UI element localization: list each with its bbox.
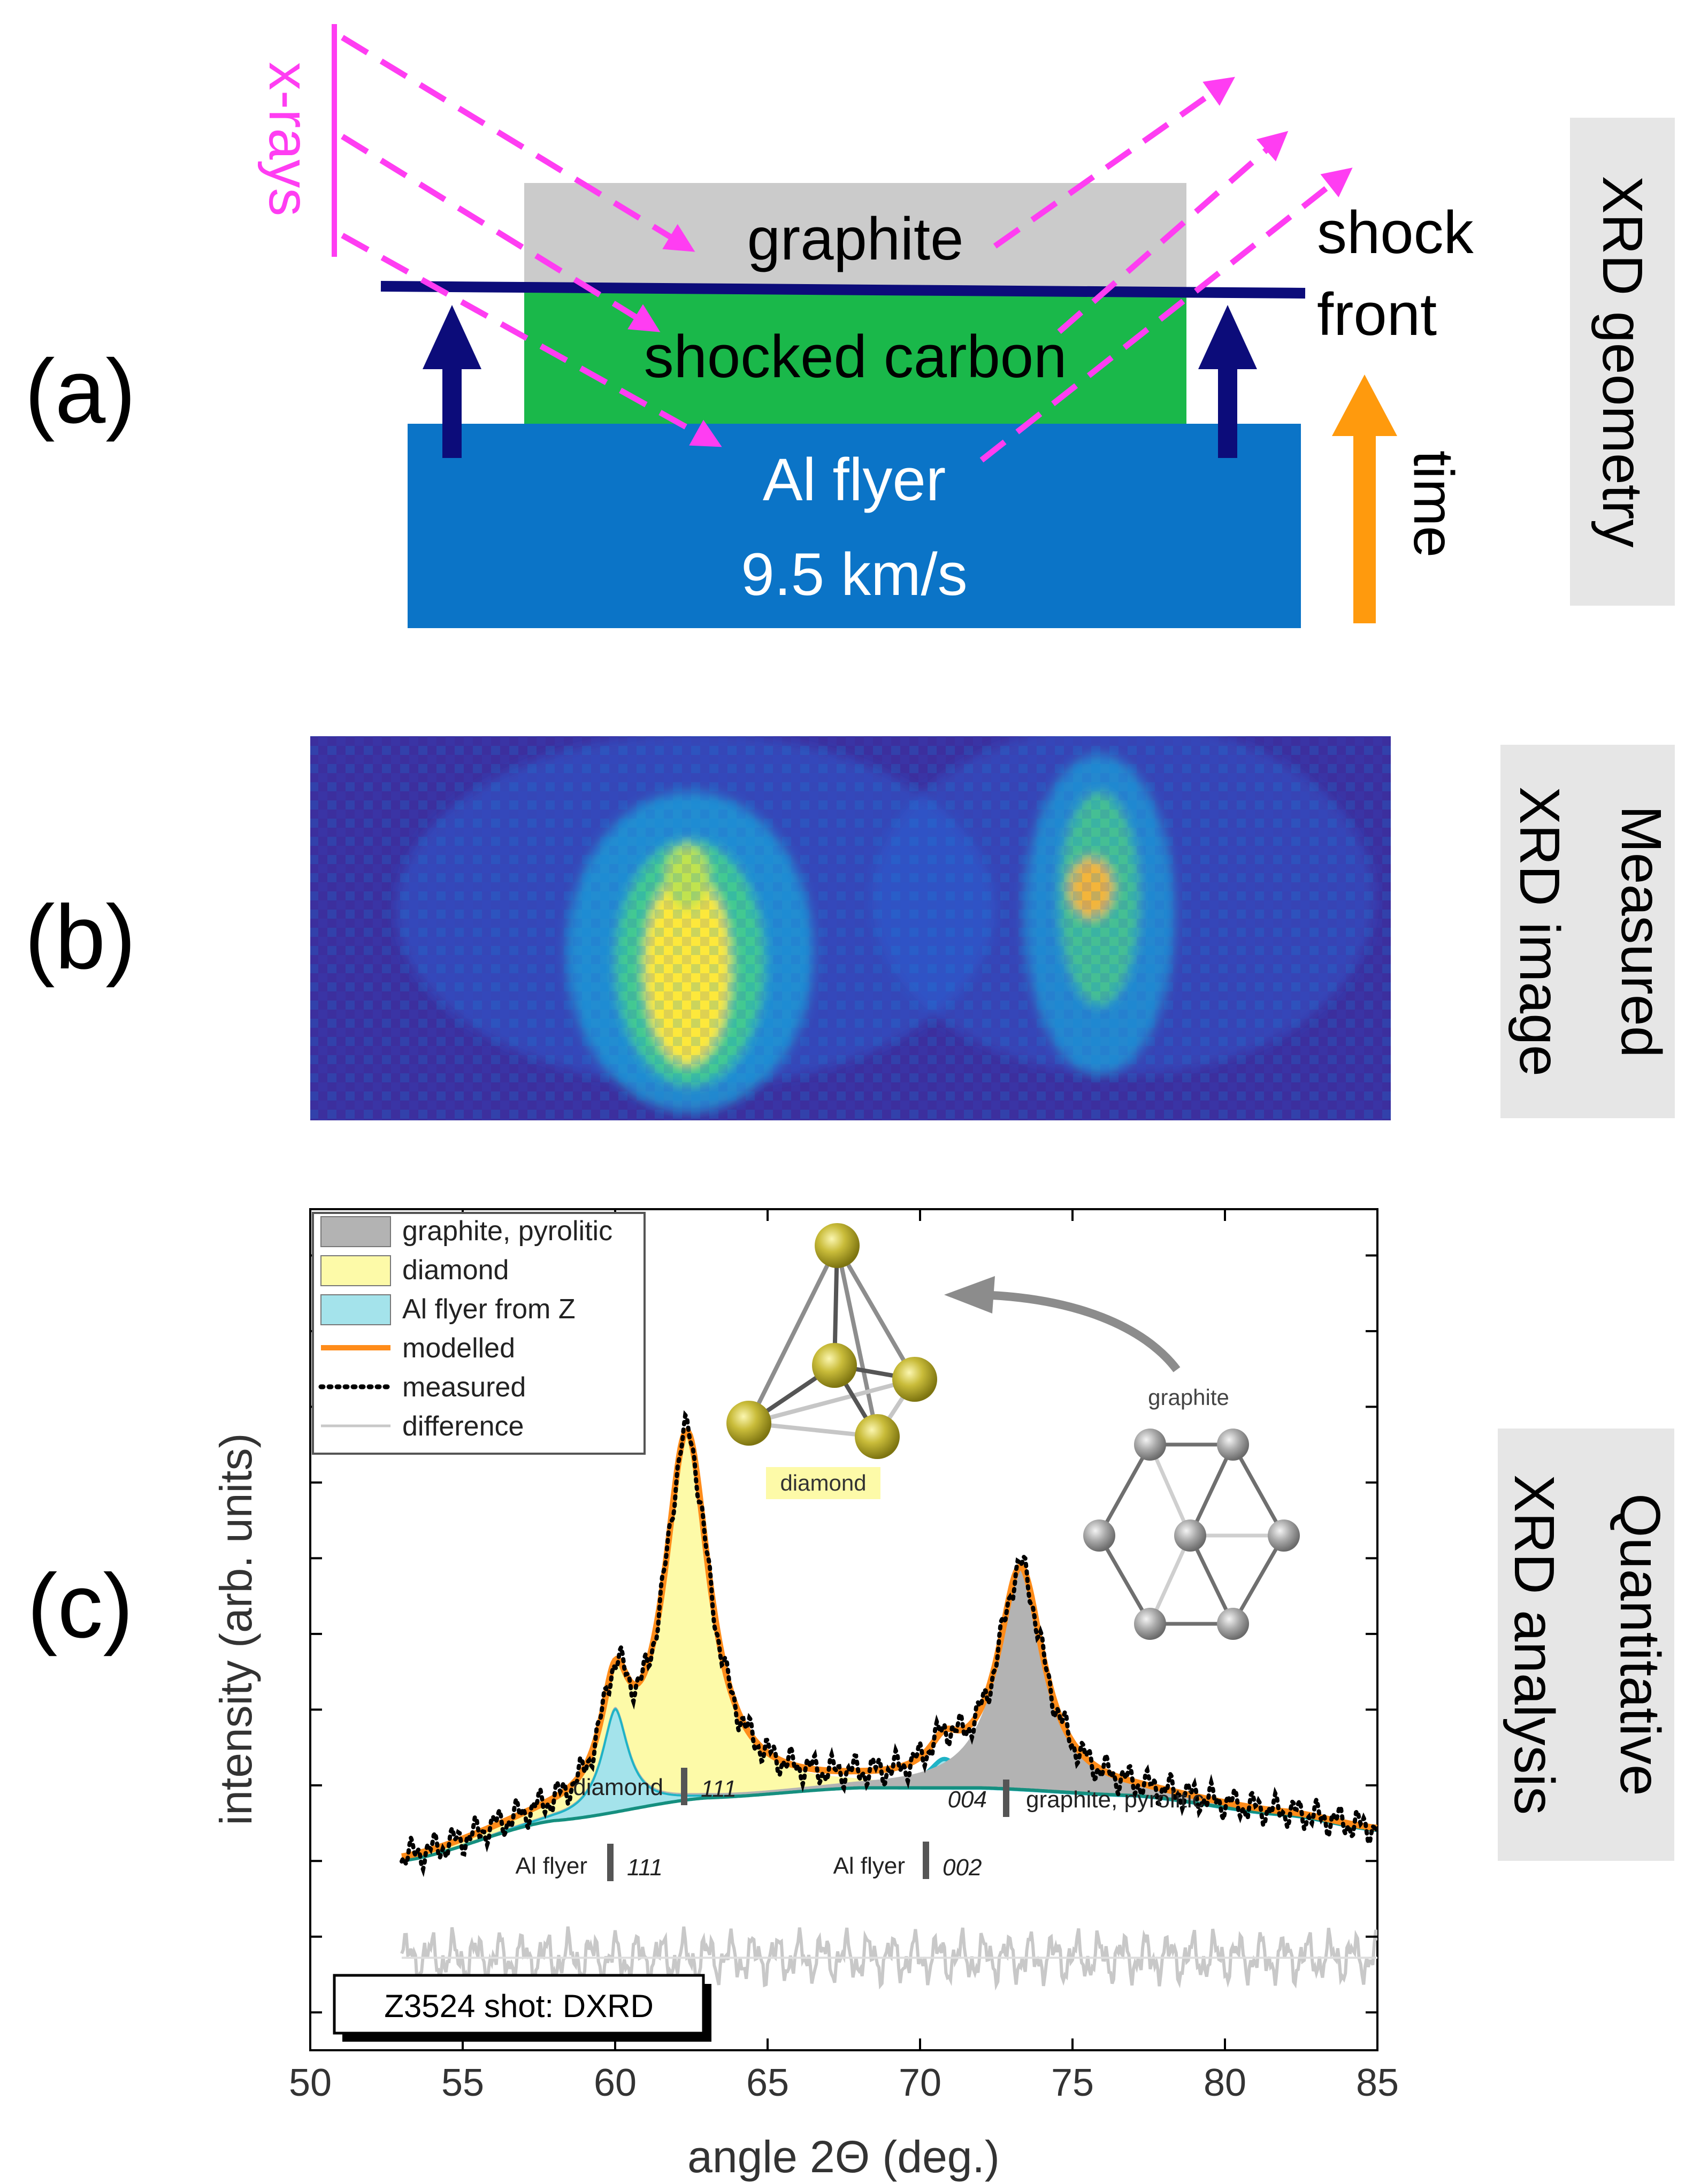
x-tick-label: 85 bbox=[1356, 2061, 1399, 2104]
graphite-label: graphite bbox=[747, 205, 964, 272]
legend: graphite, pyrolitic diamond Al flyer from … bbox=[312, 1212, 646, 1455]
side-label-a-text: XRD geometry bbox=[1591, 175, 1654, 547]
transformation-arrow bbox=[944, 1276, 1181, 1372]
xray-beams bbox=[341, 35, 1353, 463]
x-tick-label: 50 bbox=[289, 2061, 332, 2104]
x-tick-label: 70 bbox=[899, 2061, 941, 2104]
marker-alflyer-111-index: 111 bbox=[627, 1854, 663, 1881]
peak-fill-diamond-111 bbox=[402, 1433, 1377, 1861]
modelled-line bbox=[401, 1427, 1377, 1860]
x-axis-title: angle 2Θ (deg.) bbox=[687, 2132, 1000, 2182]
x-tick-label: 75 bbox=[1051, 2061, 1094, 2104]
xrays-label: x-rays bbox=[257, 62, 320, 217]
measured-line bbox=[400, 1410, 1377, 1877]
chart: 50 55 60 65 70 75 80 85 diamond bbox=[211, 1208, 1399, 2182]
shock-front-line bbox=[380, 281, 1306, 299]
diamond-inset-label: diamond bbox=[780, 1470, 866, 1495]
legend-swatch-diamond bbox=[320, 1255, 391, 1286]
time-label: time bbox=[1402, 450, 1465, 558]
marker-diamond-index: 111 bbox=[701, 1776, 737, 1802]
xrd-image bbox=[310, 736, 1391, 1120]
flyer-motion-arrow-left bbox=[423, 305, 481, 458]
legend-swatch-graphite bbox=[320, 1216, 391, 1247]
legend-label: difference bbox=[402, 1411, 524, 1442]
shocked-carbon-label: shocked carbon bbox=[644, 323, 1067, 390]
legend-label: modelled bbox=[402, 1333, 515, 1364]
legend-label: diamond bbox=[402, 1255, 509, 1286]
al-flyer-label: Al flyer bbox=[763, 446, 946, 513]
background-line bbox=[401, 1786, 1377, 1863]
panel-label-b: (b) bbox=[25, 887, 136, 988]
time-arrow bbox=[1332, 375, 1397, 623]
graphite-inset-label: graphite bbox=[1148, 1385, 1229, 1410]
x-tick-label: 60 bbox=[594, 2061, 637, 2104]
y-axis-title: intensity (arb. units) bbox=[211, 1433, 261, 1826]
marker-graphite-index: 004 bbox=[948, 1786, 987, 1813]
shot-label: Z3524 shot: DXRD bbox=[333, 1974, 711, 2042]
marker-alflyer-002-phase: Al flyer bbox=[833, 1853, 905, 1879]
legend-label: measured bbox=[402, 1372, 526, 1403]
flyer-speed-label: 9.5 km/s bbox=[741, 541, 967, 608]
side-label-c-line1: Quantitative bbox=[1608, 1493, 1672, 1796]
graphite-structure-inset: graphite bbox=[1083, 1385, 1300, 1640]
panel-label-a: (a) bbox=[25, 341, 136, 442]
flyer-motion-arrow-right bbox=[1198, 305, 1257, 458]
diamond-structure-inset: diamond bbox=[726, 1223, 937, 1499]
graphite-block bbox=[524, 183, 1186, 290]
marker-diamond-phase: diamond bbox=[573, 1774, 663, 1800]
reflection-markers: diamond 111 004 graphite, pyrolitic Al f… bbox=[516, 1768, 1204, 1881]
legend-label: Al flyer from Z bbox=[402, 1294, 576, 1325]
side-label-b-line1: Measured bbox=[1610, 805, 1673, 1057]
legend-label: graphite, pyrolitic bbox=[402, 1216, 612, 1247]
side-label-c-line2: XRD analysis bbox=[1503, 1475, 1566, 1815]
side-label-b: Measured XRD image bbox=[1500, 745, 1675, 1118]
shock-label-line2: front bbox=[1317, 281, 1437, 348]
al-flyer-block bbox=[408, 424, 1301, 628]
x-tick-label: 80 bbox=[1204, 2061, 1246, 2104]
marker-graphite-phase: graphite, pyrolitic bbox=[1026, 1786, 1204, 1813]
panel-label-c: (c) bbox=[27, 1555, 133, 1657]
side-label-a: XRD geometry bbox=[1570, 118, 1675, 606]
plot-frame bbox=[309, 1208, 1378, 2051]
side-label-b-line2: XRD image bbox=[1508, 786, 1571, 1076]
x-tick-label: 65 bbox=[746, 2061, 789, 2104]
shot-label-text: Z3524 shot: DXRD bbox=[384, 1988, 654, 2024]
peak-fill-al-flyer-111 bbox=[402, 1708, 1377, 1861]
panel-a: x-rays graphite shocked carbon Al flyer … bbox=[257, 24, 1474, 628]
side-label-c: Quantitative XRD analysis bbox=[1498, 1429, 1674, 1861]
legend-swatch-al bbox=[320, 1294, 391, 1325]
marker-alflyer-002-index: 002 bbox=[943, 1854, 982, 1881]
marker-alflyer-111-phase: Al flyer bbox=[516, 1853, 587, 1879]
x-tick-label: 55 bbox=[441, 2061, 484, 2104]
shock-label-line1: shock bbox=[1317, 199, 1474, 266]
